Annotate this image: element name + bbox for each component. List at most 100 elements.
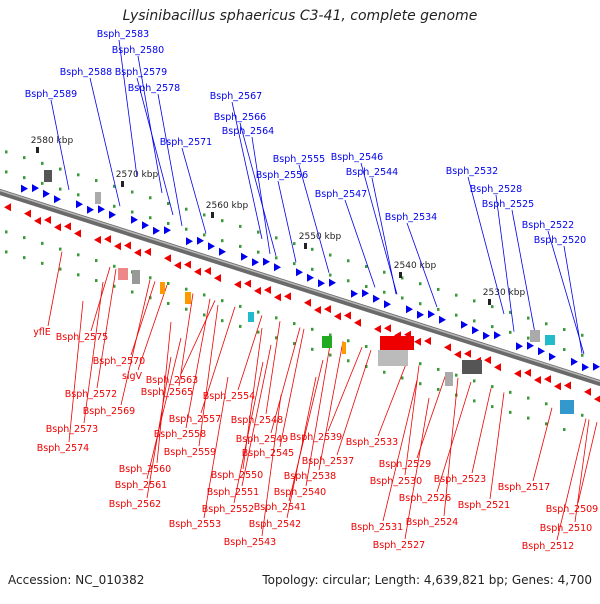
- minus-gene-label[interactable]: Bsph_2565: [141, 387, 193, 398]
- minus-gene-leader: [198, 304, 219, 447]
- minus-gene-label[interactable]: Bsph_2562: [109, 499, 161, 510]
- minus-gene-label[interactable]: Bsph_2570: [93, 356, 145, 367]
- axis-label: 2570 kbp: [116, 170, 159, 180]
- minus-gene-leader: [336, 349, 372, 456]
- minus-gene-label[interactable]: Bsph_2574: [37, 443, 89, 454]
- plus-gene-label[interactable]: Bsph_2555: [273, 154, 325, 165]
- minus-gene-arrow: [444, 343, 451, 352]
- minus-gene-label[interactable]: Bsph_2539: [290, 432, 342, 443]
- minus-gene-label[interactable]: Bsph_2554: [203, 391, 255, 402]
- minus-gene-label[interactable]: Bsph_2524: [406, 517, 458, 528]
- minus-gene-label[interactable]: Bsph_2517: [498, 482, 550, 493]
- minus-gene-label[interactable]: Bsph_2572: [65, 389, 117, 400]
- tick-mark: [113, 284, 116, 288]
- minus-gene-label[interactable]: Bsph_2510: [540, 523, 592, 534]
- minus-gene-label[interactable]: Bsph_2550: [211, 470, 263, 481]
- minus-gene-label[interactable]: Bsph_2529: [379, 459, 431, 470]
- minus-gene-arrow: [124, 241, 131, 250]
- plus-gene-label[interactable]: Bsph_2564: [222, 126, 274, 137]
- plus-gene-label[interactable]: Bsph_2525: [482, 199, 534, 210]
- minus-gene-label[interactable]: Bsph_2558: [154, 429, 206, 440]
- tick-mark: [329, 273, 332, 277]
- tick-mark: [347, 259, 350, 263]
- minus-gene-label[interactable]: Bsph_2575: [56, 332, 108, 343]
- minus-gene-label[interactable]: Bsph_2573: [46, 424, 98, 435]
- tick-mark: [455, 293, 458, 297]
- plus-gene-label[interactable]: Bsph_2579: [115, 67, 167, 78]
- minus-gene-label[interactable]: Bsph_2509: [546, 504, 598, 515]
- plus-gene-label[interactable]: Bsph_2566: [214, 112, 266, 123]
- minus-gene-label[interactable]: Bsph_2545: [242, 448, 294, 459]
- minus-gene-arrow: [24, 209, 31, 218]
- tick-mark: [113, 264, 116, 268]
- tick-mark: [419, 382, 422, 386]
- minus-gene-label[interactable]: Bsph_2527: [373, 540, 425, 551]
- minus-gene-label[interactable]: Bsph_2543: [224, 537, 276, 548]
- minus-gene-label[interactable]: yflE: [33, 327, 51, 338]
- plus-gene-label[interactable]: Bsph_2567: [210, 91, 262, 102]
- minus-gene-label[interactable]: Bsph_2533: [346, 437, 398, 448]
- minus-gene-arrow: [104, 235, 111, 244]
- minus-gene-label[interactable]: Bsph_2523: [434, 474, 486, 485]
- minus-gene-label[interactable]: Bsph_2553: [169, 519, 221, 530]
- plus-gene-label[interactable]: Bsph_2528: [470, 184, 522, 195]
- plus-gene-label[interactable]: Bsph_2583: [97, 29, 149, 40]
- tick-mark: [491, 405, 494, 409]
- plus-gene-leader: [89, 77, 121, 207]
- plus-gene-label[interactable]: Bsph_2522: [522, 220, 574, 231]
- minus-gene-label[interactable]: Bsph_2557: [169, 414, 221, 425]
- minus-gene-label[interactable]: Bsph_2563: [146, 375, 198, 386]
- minus-gene-label[interactable]: sigV: [122, 371, 143, 382]
- minus-gene-leader: [327, 347, 363, 432]
- plus-gene-label[interactable]: Bsph_2578: [128, 83, 180, 94]
- minus-gene-label[interactable]: Bsph_2512: [522, 541, 574, 552]
- minus-gene-label[interactable]: Bsph_2551: [207, 487, 259, 498]
- minus-gene-label[interactable]: Bsph_2552: [202, 504, 254, 515]
- plus-gene-label[interactable]: Bsph_2556: [256, 170, 308, 181]
- tick-mark: [527, 416, 530, 420]
- minus-gene-label[interactable]: Bsph_2559: [164, 447, 216, 458]
- minus-gene-label[interactable]: Bsph_2526: [399, 493, 451, 504]
- plus-gene-arrow: [87, 205, 94, 214]
- minus-gene-leader: [47, 251, 63, 327]
- minus-gene-label[interactable]: Bsph_2538: [284, 471, 336, 482]
- minus-gene-label[interactable]: Bsph_2542: [249, 519, 301, 530]
- plus-gene-label[interactable]: Bsph_2546: [331, 152, 383, 163]
- plus-gene-label[interactable]: Bsph_2532: [446, 166, 498, 177]
- minus-gene-label[interactable]: Bsph_2561: [115, 480, 167, 491]
- minus-gene-label[interactable]: Bsph_2549: [236, 434, 288, 445]
- minus-gene-label[interactable]: Bsph_2530: [370, 476, 422, 487]
- axis-label: 2580 kbp: [31, 136, 74, 146]
- plus-gene-label[interactable]: Bsph_2520: [534, 235, 586, 246]
- minus-gene-arrow: [204, 266, 211, 275]
- tick-mark: [239, 304, 242, 308]
- tick-mark: [221, 319, 224, 323]
- plus-gene-arrow: [263, 257, 270, 266]
- minus-gene-label[interactable]: Bsph_2560: [119, 464, 171, 475]
- minus-gene-label[interactable]: Bsph_2548: [231, 415, 283, 426]
- plus-gene-label[interactable]: Bsph_2580: [112, 45, 164, 56]
- plus-gene-label[interactable]: Bsph_2588: [60, 67, 112, 78]
- plus-gene-arrow: [461, 320, 468, 329]
- tick-mark: [509, 330, 512, 334]
- plus-gene-arrow: [296, 268, 303, 277]
- minus-gene-label[interactable]: Bsph_2537: [302, 456, 354, 467]
- axis-label: 2530 kbp: [483, 288, 526, 298]
- minus-gene-label[interactable]: Bsph_2569: [83, 406, 135, 417]
- minus-gene-leader: [288, 359, 324, 502]
- plus-gene-label[interactable]: Bsph_2589: [25, 89, 77, 100]
- tick-mark: [239, 324, 242, 328]
- plus-gene-label[interactable]: Bsph_2547: [315, 189, 367, 200]
- minus-gene-label[interactable]: Bsph_2531: [351, 522, 403, 533]
- gene-block: [160, 282, 165, 294]
- tick-mark: [509, 410, 512, 414]
- minus-gene-label[interactable]: Bsph_2540: [274, 487, 326, 498]
- plus-gene-label[interactable]: Bsph_2571: [160, 137, 212, 148]
- plus-gene-label[interactable]: Bsph_2534: [385, 212, 437, 223]
- minus-gene-label[interactable]: Bsph_2521: [458, 500, 510, 511]
- tick-mark: [131, 290, 134, 294]
- plus-gene-label[interactable]: Bsph_2544: [346, 167, 398, 178]
- tick-mark: [95, 179, 98, 183]
- minus-gene-label[interactable]: Bsph_2541: [254, 502, 306, 513]
- minus-gene-arrow: [374, 325, 381, 334]
